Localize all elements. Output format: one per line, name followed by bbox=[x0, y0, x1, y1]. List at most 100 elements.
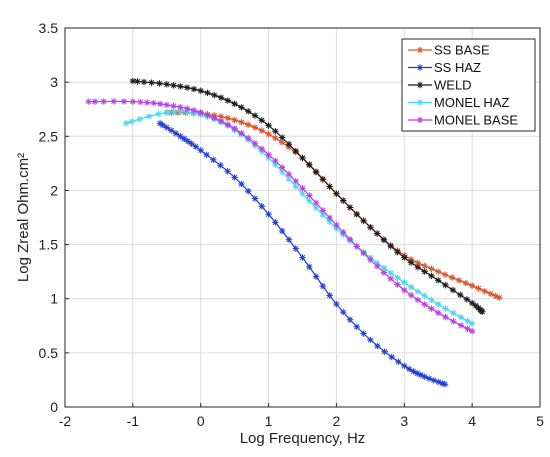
y-axis-title: Log Zreal Ohm.cm² bbox=[15, 153, 32, 282]
data-point bbox=[238, 119, 245, 126]
legend-label: SS BASE bbox=[434, 43, 490, 58]
legend-marker bbox=[416, 46, 424, 54]
data-point bbox=[479, 308, 486, 315]
data-point bbox=[401, 362, 408, 370]
data-point bbox=[421, 262, 428, 270]
data-point bbox=[143, 99, 151, 106]
data-point bbox=[204, 111, 211, 119]
x-tick-label: 5 bbox=[536, 413, 544, 429]
data-point bbox=[346, 316, 354, 323]
data-point bbox=[177, 83, 184, 90]
data-point bbox=[428, 296, 435, 304]
data-point bbox=[217, 117, 225, 125]
data-point bbox=[326, 214, 333, 222]
data-point bbox=[367, 224, 374, 231]
data-point bbox=[190, 85, 198, 93]
series-layer bbox=[85, 77, 503, 388]
data-point bbox=[238, 129, 245, 137]
series-ss-haz bbox=[156, 120, 449, 388]
data-point bbox=[128, 118, 135, 125]
data-point bbox=[278, 134, 286, 141]
data-point bbox=[251, 195, 259, 202]
data-point bbox=[163, 81, 170, 88]
y-tick-label: 2 bbox=[50, 182, 58, 198]
data-point bbox=[245, 108, 252, 115]
data-point bbox=[387, 242, 394, 250]
data-point bbox=[110, 98, 118, 105]
data-point bbox=[251, 140, 259, 147]
data-point bbox=[481, 288, 488, 295]
data-point bbox=[319, 282, 327, 290]
data-point bbox=[346, 236, 354, 243]
data-point bbox=[265, 130, 272, 138]
data-point bbox=[231, 174, 238, 181]
data-point bbox=[353, 243, 360, 250]
data-point bbox=[278, 164, 286, 171]
data-point bbox=[265, 211, 272, 218]
data-point bbox=[251, 124, 259, 131]
data-point bbox=[292, 183, 299, 190]
x-tick-label: 0 bbox=[197, 413, 205, 429]
data-point bbox=[145, 113, 153, 120]
legend-marker bbox=[416, 64, 424, 71]
data-point bbox=[312, 204, 320, 212]
data-point bbox=[435, 268, 442, 275]
data-point bbox=[468, 328, 476, 335]
data-point bbox=[245, 121, 252, 128]
y-tick-label: 3.5 bbox=[39, 20, 59, 36]
data-point bbox=[188, 140, 195, 147]
data-point bbox=[204, 89, 211, 97]
data-point bbox=[367, 256, 374, 263]
data-point bbox=[170, 108, 178, 116]
y-tick-label: 1 bbox=[50, 291, 58, 307]
data-point bbox=[91, 98, 99, 105]
data-point bbox=[156, 100, 164, 108]
y-tick-label: 2.5 bbox=[39, 128, 59, 144]
data-point bbox=[148, 79, 155, 86]
data-point bbox=[231, 125, 238, 132]
data-point bbox=[421, 268, 428, 275]
data-point bbox=[333, 221, 340, 229]
data-point bbox=[414, 296, 422, 304]
data-point bbox=[299, 185, 306, 192]
plot-frame bbox=[64, 27, 541, 408]
data-point bbox=[217, 113, 225, 120]
data-point bbox=[449, 286, 457, 294]
data-point bbox=[217, 162, 224, 169]
legend-item-ss-base: SS BASE bbox=[408, 43, 490, 58]
data-point bbox=[265, 122, 272, 129]
data-point bbox=[272, 128, 279, 135]
data-point bbox=[177, 133, 184, 140]
data-point bbox=[340, 229, 347, 236]
data-point bbox=[340, 308, 347, 316]
data-point bbox=[388, 353, 395, 361]
data-point bbox=[353, 323, 360, 330]
data-point bbox=[177, 108, 185, 115]
data-point bbox=[140, 78, 148, 86]
y-tick-label: 0 bbox=[50, 399, 58, 415]
data-point bbox=[170, 82, 177, 89]
data-point bbox=[380, 269, 388, 276]
legend-marker bbox=[416, 116, 424, 124]
data-point bbox=[245, 187, 252, 195]
data-point bbox=[136, 115, 143, 123]
data-point bbox=[441, 381, 449, 388]
data-point bbox=[360, 330, 367, 337]
data-point bbox=[468, 282, 476, 289]
data-point bbox=[312, 199, 320, 207]
data-point bbox=[181, 135, 188, 143]
data-point bbox=[224, 167, 231, 175]
data-point bbox=[414, 288, 422, 295]
x-tick-label: 3 bbox=[400, 413, 408, 429]
data-point bbox=[387, 275, 394, 282]
data-point bbox=[238, 104, 245, 111]
data-point bbox=[373, 262, 381, 270]
data-point bbox=[197, 109, 204, 116]
data-point bbox=[245, 134, 252, 142]
data-point bbox=[122, 120, 130, 127]
data-point bbox=[462, 279, 469, 287]
data-point bbox=[278, 227, 286, 235]
data-point bbox=[463, 296, 471, 303]
data-point bbox=[457, 314, 465, 321]
data-point bbox=[306, 161, 313, 169]
